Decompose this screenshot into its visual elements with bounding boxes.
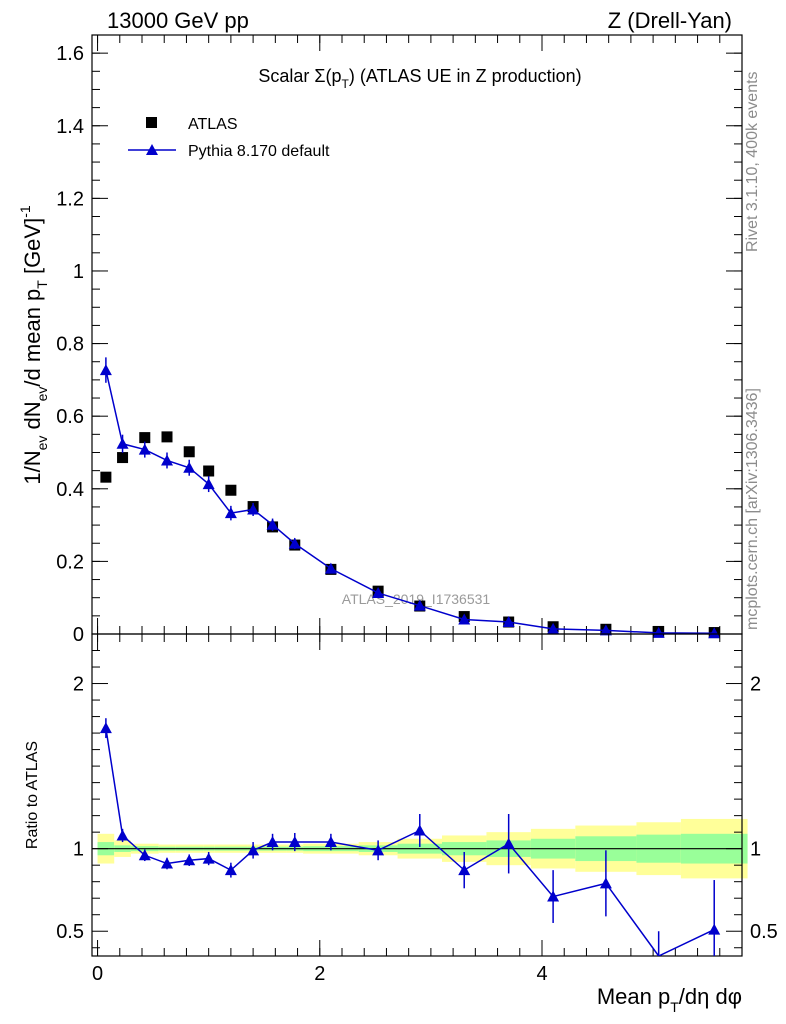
title-suffix: ) (ATLAS UE in Z production)	[349, 66, 582, 86]
x-tick-label: 0	[92, 963, 103, 985]
pythia-data-point	[266, 518, 279, 530]
ratio-panel: 0 2 4 0.5 0.5 1 1 2 2	[56, 633, 778, 985]
mcplots-label: mcplots.cern.ch [arXiv:1306.3436]	[744, 388, 761, 630]
ratio-data-point	[599, 877, 612, 889]
pythia-data-point	[413, 599, 426, 611]
ratio-data-point	[372, 844, 385, 856]
pythia-data-point	[247, 503, 260, 515]
main-y-tick-label: 0.6	[56, 406, 84, 428]
ratio-y-tick-label: 1	[73, 839, 84, 861]
ratio-data-point	[138, 849, 151, 861]
atlas-data-point	[225, 484, 237, 496]
title-prefix: Scalar Σ(p	[258, 66, 341, 86]
pythia-data-point	[652, 626, 665, 638]
ratio-data-point	[99, 722, 112, 734]
ratio-data-point	[413, 824, 426, 836]
legend-atlas-marker	[146, 117, 157, 128]
legend-atlas-label: ATLAS	[188, 116, 238, 133]
atlas-data-point	[139, 432, 151, 444]
legend: ATLAS Pythia 8.170 default	[128, 116, 330, 160]
main-y-tick-label: 0.4	[56, 479, 84, 501]
ratio-data-point	[266, 836, 279, 848]
main-y-tick-label: 0.8	[56, 334, 84, 356]
atlas-data-point	[100, 471, 112, 483]
ratio-data-point	[116, 829, 129, 841]
legend-pythia-marker	[146, 144, 158, 155]
atlas-data-point	[183, 446, 195, 458]
ratio-y-tick-label-right: 1	[750, 839, 761, 861]
ratio-data-point	[224, 864, 237, 876]
main-y-tick-label: 0.2	[56, 551, 84, 573]
svg-text:Ratio to ATLAS: Ratio to ATLAS	[24, 741, 41, 849]
main-y-tick-label: 1.6	[56, 43, 84, 65]
x-axis-label: Mean pT/dη dφ	[597, 984, 742, 1015]
legend-pythia-label: Pythia 8.170 default	[188, 143, 330, 160]
title-sub: T	[342, 77, 350, 91]
ratio-data-point	[502, 837, 515, 849]
ratio-data-point	[161, 857, 173, 869]
main-panel: 0 0.2 0.4 0.6 0.8 1 1.2 1.4 1.6	[56, 34, 743, 646]
pythia-data-point	[708, 627, 721, 639]
ratio-data-point	[708, 923, 721, 935]
ratio-data-point	[288, 836, 301, 848]
ratio-y-tick-label-right: 0.5	[750, 921, 778, 943]
pythia-data-point	[324, 562, 337, 574]
atlas-data-point	[161, 431, 173, 443]
pythia-data-point	[458, 613, 471, 625]
pythia-data-point	[502, 616, 515, 628]
ratio-data-point	[547, 890, 560, 902]
pythia-data-point	[372, 586, 385, 598]
ratio-y-tick-label-right: 2	[750, 674, 761, 696]
main-y-tick-label: 0	[73, 624, 84, 646]
pythia-data-point	[183, 461, 196, 473]
pythia-data-point	[116, 437, 129, 449]
pythia-data-point	[99, 364, 112, 376]
pythia-data-point	[138, 443, 151, 455]
ratio-frame	[91, 633, 743, 957]
main-y-axis-label: 1/Nev dNev/d mean pT [GeV]-1	[17, 205, 50, 485]
ratio-series-group	[99, 718, 721, 956]
pythia-data-point	[202, 478, 215, 490]
ratio-data-point	[247, 844, 260, 856]
pythia-data-point	[547, 622, 560, 634]
ratio-y-axis-label: Ratio to ATLAS	[24, 741, 41, 849]
pythia-data-point	[161, 454, 173, 466]
ratio-data-point	[183, 854, 196, 866]
main-title: Scalar Σ(pT) (ATLAS UE in Z production)	[258, 66, 581, 91]
main-y-tick-label: 1	[73, 261, 84, 283]
main-y-tick-label: 1.2	[56, 188, 84, 210]
ratio-data-point	[202, 852, 215, 864]
svg-text:1/Nev dNev/d mean pT [GeV]-1: 1/Nev dNev/d mean pT [GeV]-1	[17, 205, 50, 485]
rivet-version-label: Rivet 3.1.10, 400k events	[744, 71, 761, 252]
pythia-data-point	[224, 507, 237, 519]
atlas-data-point	[203, 465, 215, 477]
atlas-data-point	[117, 452, 129, 464]
header-right-label: Z (Drell-Yan)	[608, 8, 732, 33]
x-tick-label: 4	[536, 963, 547, 985]
ratio-y-tick-label: 2	[73, 674, 84, 696]
ratio-data-point	[458, 864, 471, 876]
main-y-tick-label: 1.4	[56, 116, 84, 138]
x-tick-label: 2	[314, 963, 325, 985]
pythia-data-point	[288, 537, 301, 549]
header-left-label: 13000 GeV pp	[107, 8, 249, 33]
ratio-y-tick-label: 0.5	[56, 921, 84, 943]
ratio-data-point	[324, 836, 337, 848]
pythia-data-point	[599, 624, 612, 636]
